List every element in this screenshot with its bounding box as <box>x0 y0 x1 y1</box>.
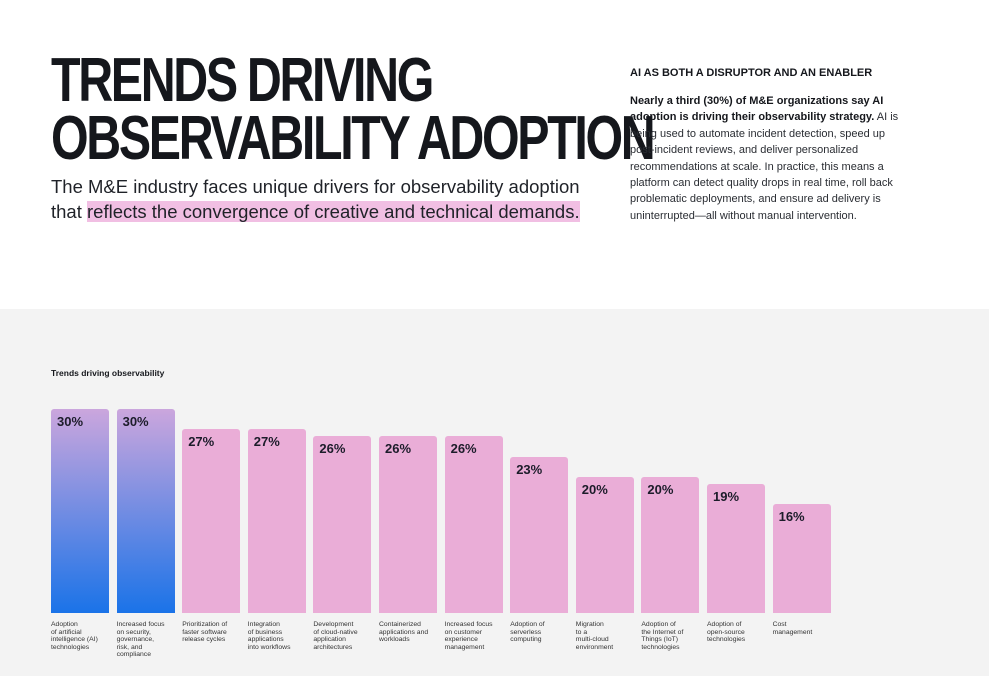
category-label: Cost management <box>772 621 813 636</box>
side-paragraph: Nearly a third (30%) of M&E organization… <box>630 93 905 224</box>
bar: 27% <box>247 429 306 613</box>
bar: 26% <box>313 436 372 613</box>
category-label: Increased focus on security, governance,… <box>116 621 165 659</box>
value-label: 16% <box>778 509 805 525</box>
value-label: 19% <box>713 488 740 504</box>
category-label: Development of cloud-native application … <box>313 621 358 651</box>
value-label: 30% <box>122 414 149 429</box>
title-line: TRENDS DRIVING <box>51 46 434 115</box>
category-label: Adoption of the Internet of Things (IoT)… <box>641 621 684 651</box>
value-label: 27% <box>188 434 215 450</box>
category-label: Integration of business applications int… <box>247 621 291 651</box>
category-label: Containerized applications and workloads <box>379 621 429 644</box>
category-label: Adoption of serverless computing <box>510 621 545 644</box>
value-label: 26% <box>450 441 477 457</box>
category-label: Adoption of open-source technologies <box>707 621 746 644</box>
value-label: 27% <box>253 434 280 450</box>
bar: 23% <box>510 456 569 613</box>
value-label: 26% <box>385 441 412 457</box>
bar: 30% <box>51 409 109 613</box>
subtitle-text: The M&E industry faces unique drivers fo… <box>51 176 580 222</box>
side-body: AI is being used to automate incident de… <box>630 111 899 222</box>
bar: 20% <box>575 477 634 613</box>
side-lead: Nearly a third (30%) of M&E organization… <box>630 95 884 124</box>
value-label: 26% <box>319 441 346 457</box>
side-heading: AI AS BOTH A DISRUPTOR AND AN ENABLER <box>630 67 873 79</box>
chart-title: Trends driving observability <box>51 368 165 378</box>
bar: 26% <box>379 436 437 613</box>
title-line: OBSERVABILITY ADOPTION <box>51 104 656 173</box>
category-label: Increased focus on customer experience m… <box>444 621 493 651</box>
bar: 16% <box>772 504 831 613</box>
value-label: 30% <box>57 414 84 429</box>
value-label: 23% <box>516 461 543 477</box>
value-label: 20% <box>647 482 674 497</box>
category-label: Adoption of artificial intelligence (AI)… <box>51 621 98 651</box>
subtitle: The M&E industry faces unique drivers fo… <box>51 174 611 224</box>
bar: 26% <box>444 436 503 613</box>
bar: 27% <box>182 429 241 613</box>
value-label: 20% <box>581 482 608 497</box>
bar: 30% <box>116 409 175 613</box>
category-label: Prioritization of faster software releas… <box>182 621 228 644</box>
bar: 19% <box>707 483 765 613</box>
category-label: Migration to a multi-cloud environment <box>575 621 614 651</box>
bar: 20% <box>641 477 700 613</box>
subtitle-highlight: reflects the convergence of creative and… <box>87 201 580 222</box>
